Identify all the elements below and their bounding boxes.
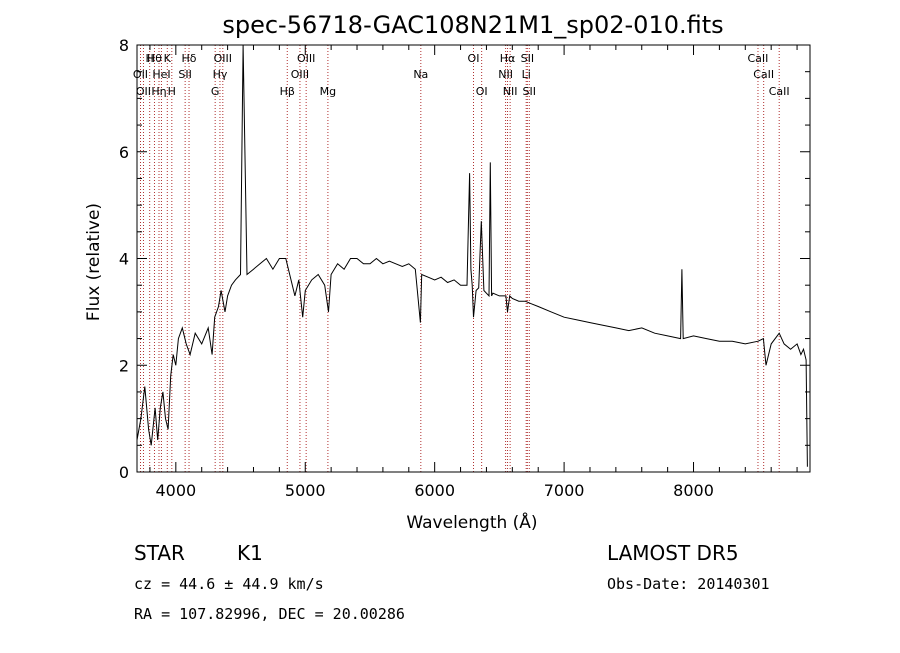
spectral-line-markers: [139, 45, 780, 472]
spectral-line-label: OII: [133, 68, 148, 81]
spectral-line-label: OIII: [214, 52, 232, 65]
spectral-line-label: OI: [476, 85, 488, 98]
spectral-line-label: CaII: [769, 85, 790, 98]
coordinates-text: RA = 107.82996, DEC = 20.00286: [134, 605, 405, 623]
spectral-line-label: SII: [178, 68, 191, 81]
axis-ticks: 4000 5000 6000 7000 8000 0 2 4 6 8: [119, 36, 810, 500]
spectral-line-label: Hα: [500, 52, 516, 65]
spectral-line-label: H: [168, 85, 176, 98]
x-axis-label: Wavelength (Å): [406, 511, 537, 533]
y-tick-label: 0: [119, 463, 129, 482]
spectral-line-label: Li: [522, 68, 531, 81]
spectral-line-label: H: [146, 52, 154, 65]
spectral-line-label: SII: [523, 85, 536, 98]
x-tick-label: 7000: [544, 481, 585, 500]
spectral-line-label: Hδ: [182, 52, 197, 65]
spectral-line-label: CaII: [748, 52, 769, 65]
redshift-text: cz = 44.6 ± 44.9 km/s: [134, 575, 324, 593]
x-tick-label: 4000: [155, 481, 196, 500]
spectral-line-label: Na: [413, 68, 428, 81]
spectral-line-label: Hγ: [213, 68, 228, 81]
x-tick-label: 5000: [285, 481, 326, 500]
y-tick-label: 4: [119, 250, 129, 269]
spectral-line-label: Hθ: [147, 52, 162, 65]
spectral-line-label: K: [164, 52, 172, 65]
spectral-line-label: CaII: [753, 68, 774, 81]
spectral-line-label: OIII: [291, 68, 309, 81]
x-tick-label: 8000: [673, 481, 714, 500]
spectral-line-label: OI: [468, 52, 480, 65]
y-tick-label: 2: [119, 356, 129, 375]
chart-title: spec-56718-GAC108N21M1_sp02-010.fits: [222, 11, 723, 39]
y-tick-label: 8: [119, 36, 129, 55]
x-tick-label: 6000: [414, 481, 455, 500]
spectral-line-label: NII: [503, 85, 518, 98]
observation-date: Obs-Date: 20140301: [607, 575, 770, 593]
y-tick-label: 6: [119, 143, 129, 162]
spectral-line-label: Mg: [320, 85, 336, 98]
spectral-line-label: Hη: [151, 85, 166, 98]
spectral-line-label: OIII: [297, 52, 315, 65]
spectral-line-label: HeI: [152, 68, 170, 81]
spectral-line-label: Hβ: [280, 85, 295, 98]
spectral-line-label: NII: [498, 68, 513, 81]
object-subclass: K1: [237, 541, 263, 565]
survey-name: LAMOST DR5: [607, 541, 739, 565]
spectrum-series-line: [136, 44, 808, 467]
spectral-line-label: SII: [521, 52, 534, 65]
object-class: STAR: [134, 541, 185, 565]
spectral-line-labels: OIIOIIHHθHηHeIKHSIIHδGHγOIIIHβOIIIOIIIMg…: [133, 52, 790, 98]
spectral-line-label: G: [211, 85, 220, 98]
y-axis-label: Flux (relative): [84, 203, 104, 321]
spectral-line-label: OII: [136, 85, 151, 98]
